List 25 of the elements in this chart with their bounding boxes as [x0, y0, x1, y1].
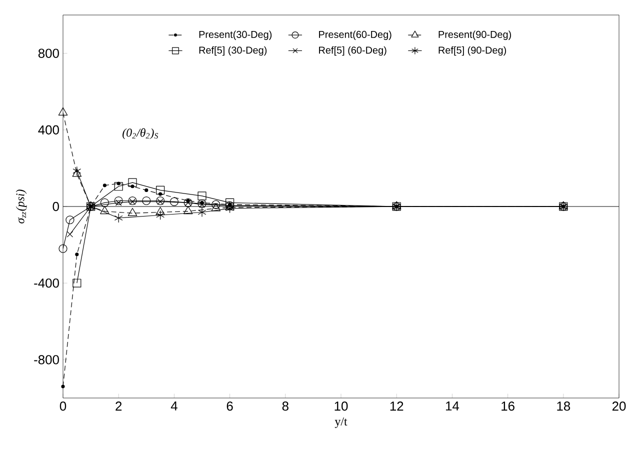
y-axis-title: σ$_{zz}$(psi): [16, 190, 27, 224]
y-tick-label: 800: [38, 48, 59, 58]
x-tick-label: 20: [612, 402, 626, 411]
legend-label: Present(30-Deg): [199, 30, 272, 40]
y-tick-label: -800: [34, 355, 59, 364]
x-tick-label: 8: [282, 402, 288, 411]
legend-label: Ref[5] (60-Deg): [319, 46, 386, 56]
annotation: (0$_{2}$/θ$_{2}$)$_{S}$: [122, 128, 158, 140]
legend-label: Ref[5] (30-Deg): [199, 46, 267, 56]
x-tick-label: 14: [446, 402, 460, 410]
x-tick-label: 16: [502, 402, 514, 411]
x-tick-label: 4: [170, 402, 178, 410]
x-axis-title: y/t: [334, 418, 348, 428]
legend-label: Present(60-Deg): [319, 30, 392, 40]
x-tick-label: 18: [557, 402, 570, 411]
y-tick-label: 0: [52, 202, 59, 212]
legend-label: Ref[5] (90-Deg): [438, 46, 506, 56]
legend-label: Present(90-Deg): [438, 30, 512, 40]
y-tick-label: -400: [34, 278, 59, 288]
y-tick-label: 400: [38, 125, 59, 134]
x-tick-label: 6: [226, 402, 233, 411]
x-tick-label: 12: [390, 402, 404, 411]
x-tick-label: 10: [334, 402, 348, 411]
x-tick-label: 0: [60, 402, 66, 411]
x-tick-label: 2: [116, 402, 122, 411]
